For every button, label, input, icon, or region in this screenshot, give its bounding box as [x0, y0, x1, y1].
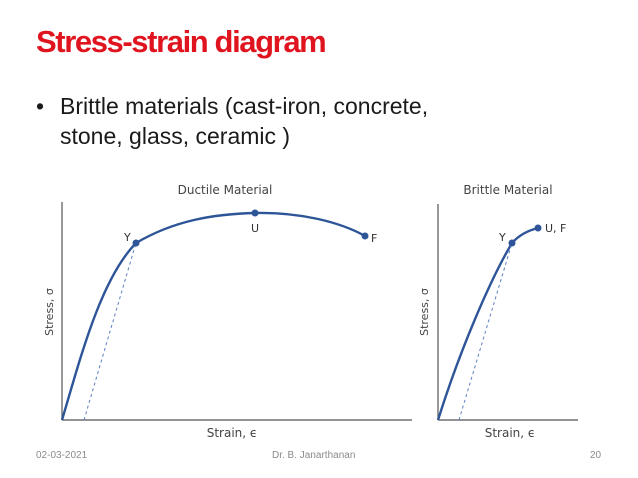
ductile-fracture-label: F	[371, 232, 377, 245]
bullet-line-2: stone, glass, ceramic )	[60, 123, 291, 149]
footer-date: 02-03-2021	[36, 450, 88, 461]
brittle-chart: Brittle Material Y U, F Stress, σ Strain…	[418, 183, 578, 440]
ductile-y-label: Stress, σ	[43, 288, 56, 336]
brittle-stress-curve	[436, 226, 539, 421]
ductile-offset-line	[83, 242, 137, 421]
brittle-chart-title: Brittle Material	[463, 183, 552, 197]
ductile-yield-label: Y	[123, 231, 131, 244]
ductile-ultimate-point	[251, 209, 259, 217]
ductile-fracture-point	[361, 232, 369, 240]
ductile-x-label: Strain, ϵ	[207, 426, 258, 440]
brittle-yield-label: Y	[498, 231, 506, 244]
bullet-item: • Brittle materials (cast-iron, concrete…	[36, 91, 596, 151]
brittle-y-label: Stress, σ	[418, 288, 431, 336]
ductile-chart-title: Ductile Material	[178, 183, 273, 197]
footer-author: Dr. B. Janarthanan	[272, 450, 356, 461]
slide-title: Stress-strain diagram	[36, 24, 327, 59]
ductile-ultimate-label: U	[251, 222, 259, 235]
brittle-fracture-point	[534, 224, 542, 232]
ductile-chart: Ductile Material Y U F Stress, σ Strain,…	[43, 183, 412, 440]
ductile-stress-curve	[60, 211, 366, 421]
brittle-yield-point	[508, 239, 516, 247]
footer-page-number: 20	[590, 450, 602, 461]
brittle-fracture-label: U, F	[545, 222, 566, 235]
bullet-glyph: •	[36, 93, 45, 119]
brittle-offset-line	[458, 242, 513, 421]
bullet-line-1: Brittle materials (cast-iron, concrete,	[60, 93, 429, 119]
brittle-x-label: Strain, ϵ	[485, 426, 536, 440]
ductile-yield-point	[132, 239, 140, 247]
stress-strain-figure: Ductile Material Y U F Stress, σ Strain,…	[43, 183, 578, 440]
